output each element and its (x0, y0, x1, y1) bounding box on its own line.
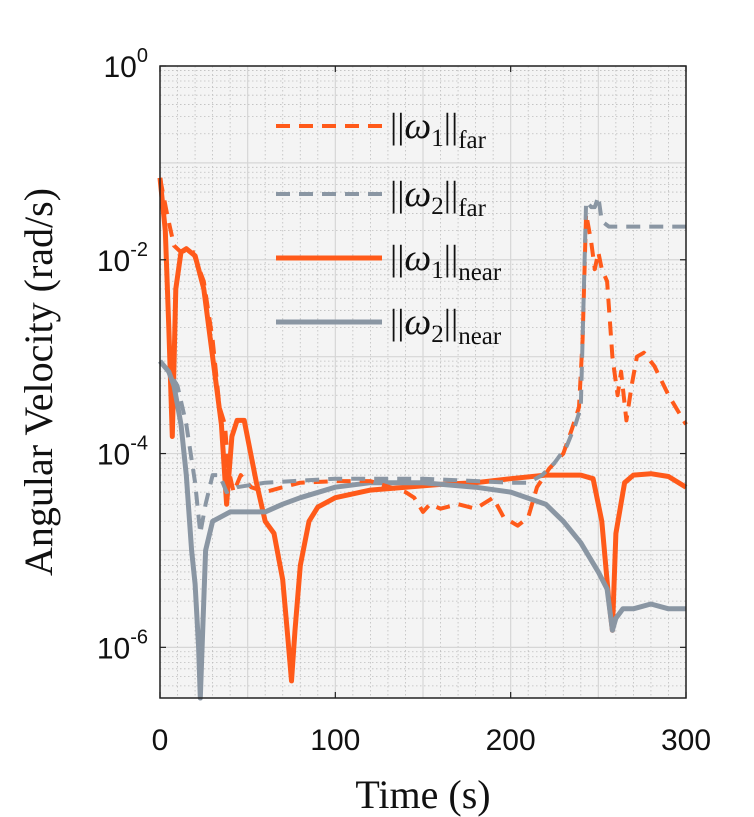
legend-label-4: ||ω2||near (390, 301, 502, 350)
y-tick-label: 100 (104, 45, 149, 84)
x-tick-label: 100 (310, 724, 360, 757)
series-line-4 (158, 359, 686, 701)
x-tick-label: 0 (152, 724, 169, 757)
axis-ticks: 0 100 200 300 100 10-2 10-4 10-6 (97, 45, 711, 757)
y-tick-label: 10-6 (97, 626, 148, 665)
x-tick-label: 300 (661, 724, 711, 757)
major-grid (159, 65, 687, 698)
x-tick-label: 200 (486, 724, 536, 757)
legend-label-3: ||ω1||near (390, 237, 502, 286)
plot-frame (159, 65, 687, 699)
legend-label-2: ||ω2||far (390, 173, 487, 222)
legend-label-1: ||ω1||far (390, 105, 487, 154)
series-line-1 (158, 177, 688, 528)
y-axis-label: Angular Velocity (rad/s) (16, 188, 61, 576)
y-tick-label: 10-2 (97, 239, 148, 278)
series-layer (157, 177, 688, 701)
x-axis-label: Time (s) (355, 772, 490, 817)
y-tick-label: 10-4 (97, 433, 148, 472)
legend: ||ω1||far ||ω2||far ||ω1||near ||ω2||near (276, 105, 502, 350)
series-line-2 (158, 194, 686, 536)
